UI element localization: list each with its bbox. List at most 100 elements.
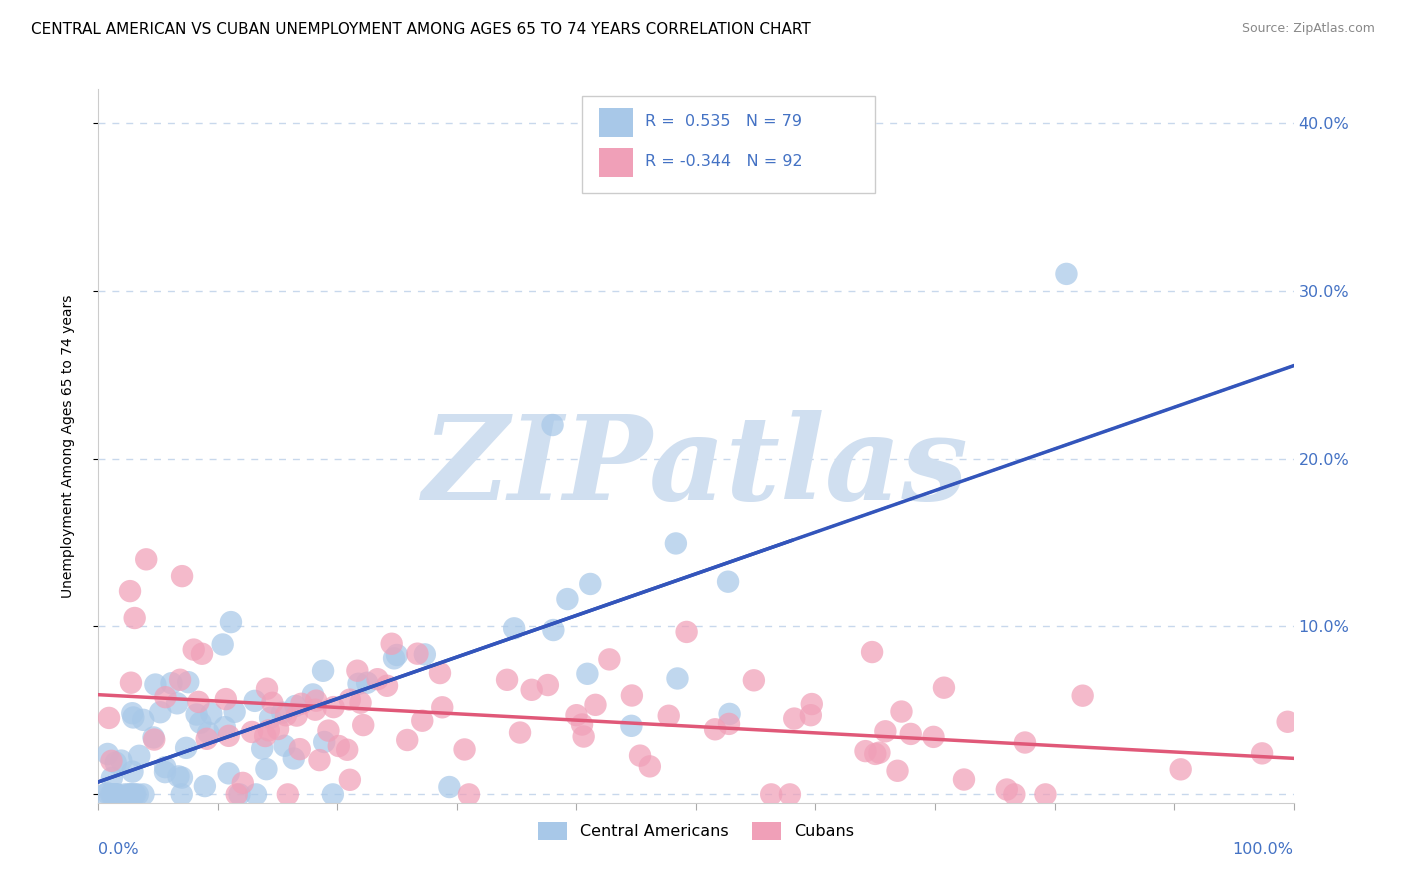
Point	[121, 706, 143, 721]
Point	[190, 715, 212, 730]
Point	[541, 417, 564, 432]
Point	[339, 692, 361, 706]
Point	[742, 673, 765, 688]
Point	[356, 675, 378, 690]
Point	[305, 693, 328, 707]
Point	[717, 717, 740, 731]
Point	[503, 621, 526, 635]
Point	[135, 552, 157, 566]
Point	[1002, 788, 1025, 802]
Point	[339, 772, 361, 787]
Text: 100.0%: 100.0%	[1233, 842, 1294, 857]
FancyBboxPatch shape	[582, 96, 875, 193]
Point	[259, 711, 281, 725]
Point	[100, 788, 122, 802]
Point	[598, 652, 620, 666]
Point	[868, 746, 890, 760]
Point	[571, 717, 593, 731]
Point	[285, 708, 308, 723]
Point	[318, 723, 340, 738]
Point	[576, 666, 599, 681]
Point	[890, 705, 912, 719]
Point	[1056, 267, 1078, 281]
Point	[385, 648, 408, 662]
Point	[675, 624, 697, 639]
Point	[254, 729, 277, 743]
Point	[160, 676, 183, 690]
Point	[860, 645, 883, 659]
Point	[665, 536, 688, 550]
Point	[273, 739, 295, 753]
Point	[336, 743, 359, 757]
Point	[302, 688, 325, 702]
Point	[800, 697, 823, 711]
Point	[620, 689, 643, 703]
Point	[761, 788, 783, 802]
Point	[121, 764, 143, 779]
Point	[166, 696, 188, 710]
Point	[153, 765, 176, 780]
Point	[308, 753, 330, 767]
Point	[579, 577, 602, 591]
Point	[995, 782, 1018, 797]
Point	[143, 732, 166, 747]
Point	[98, 711, 121, 725]
Point	[240, 725, 263, 739]
Point	[120, 675, 142, 690]
Point	[187, 695, 209, 709]
Point	[543, 623, 565, 637]
FancyBboxPatch shape	[599, 109, 633, 137]
Point	[783, 712, 806, 726]
Point	[243, 694, 266, 708]
Point	[104, 756, 127, 770]
Point	[120, 788, 142, 802]
Point	[347, 677, 370, 691]
Point	[174, 740, 197, 755]
Point	[855, 744, 877, 758]
Point	[557, 592, 579, 607]
Point	[429, 666, 451, 681]
Point	[172, 569, 194, 583]
Point	[1170, 762, 1192, 776]
Point	[396, 733, 419, 747]
Point	[142, 731, 165, 745]
Point	[375, 679, 398, 693]
FancyBboxPatch shape	[599, 148, 633, 177]
Point	[322, 788, 344, 802]
Point	[1071, 689, 1094, 703]
Point	[167, 769, 190, 783]
Point	[274, 708, 297, 723]
Text: R = -0.344   N = 92: R = -0.344 N = 92	[644, 154, 803, 169]
Point	[110, 754, 132, 768]
Point	[96, 786, 118, 800]
Point	[304, 703, 326, 717]
Point	[124, 611, 146, 625]
Point	[254, 762, 277, 776]
Point	[215, 692, 238, 706]
Point	[219, 615, 242, 629]
Point	[413, 648, 436, 662]
Point	[328, 739, 350, 753]
Point	[520, 682, 543, 697]
Point	[153, 760, 176, 774]
Point	[1277, 714, 1299, 729]
Text: CENTRAL AMERICAN VS CUBAN UNEMPLOYMENT AMONG AGES 65 TO 74 YEARS CORRELATION CHA: CENTRAL AMERICAN VS CUBAN UNEMPLOYMENT A…	[31, 22, 811, 37]
Point	[145, 677, 167, 691]
Point	[382, 651, 405, 665]
Point	[1014, 735, 1036, 749]
Point	[228, 788, 250, 802]
Point	[314, 735, 336, 749]
Point	[132, 788, 155, 802]
Point	[953, 772, 976, 787]
Point	[381, 637, 404, 651]
Point	[127, 788, 149, 802]
Point	[585, 698, 607, 712]
Point	[352, 718, 374, 732]
Point	[565, 708, 588, 723]
Point	[225, 788, 247, 802]
Point	[900, 727, 922, 741]
Point	[277, 788, 299, 802]
Point	[411, 714, 433, 728]
Point	[214, 720, 236, 734]
Point	[195, 731, 218, 746]
